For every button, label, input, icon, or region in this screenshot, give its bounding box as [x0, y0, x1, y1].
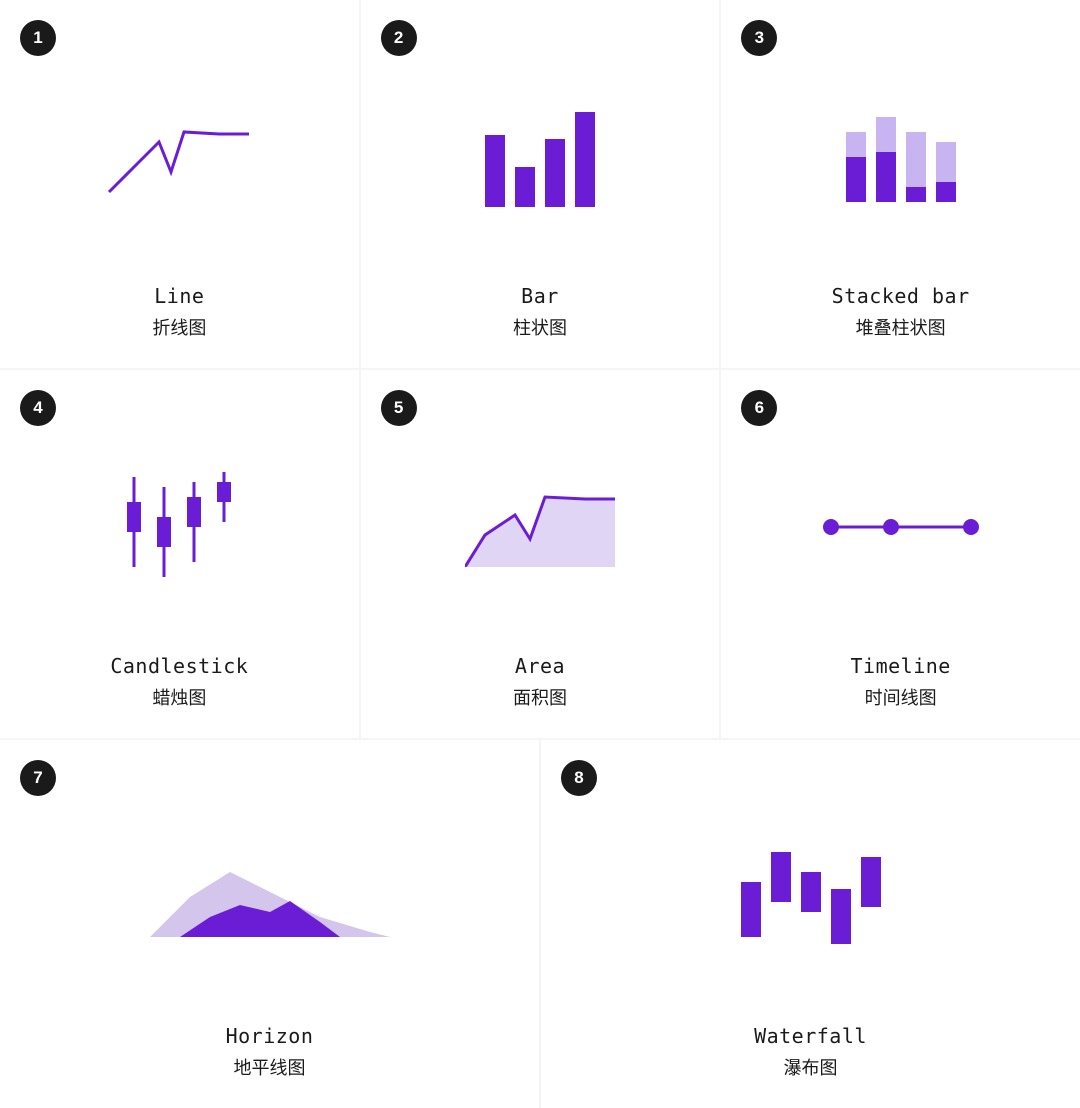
card-line[interactable]: 1 Line 折线图 [0, 0, 359, 368]
label-zh: 堆叠柱状图 [721, 314, 1080, 340]
label-zh: 时间线图 [721, 684, 1080, 710]
badge-number: 5 [381, 390, 417, 426]
label-zh: 折线图 [0, 314, 359, 340]
label-en: Timeline [721, 654, 1080, 678]
card-waterfall[interactable]: 8 Waterfall 瀑布图 [541, 740, 1080, 1108]
label-zh: 瀑布图 [541, 1054, 1080, 1080]
badge-number: 4 [20, 390, 56, 426]
chart-type-grid: 1 Line 折线图 2 Bar 柱状图 3 [0, 0, 1080, 1108]
grid-bottom: 7 Horizon 地平线图 8 Waterfall 瀑布图 [0, 740, 1080, 1108]
badge-number: 2 [381, 20, 417, 56]
card-horizon[interactable]: 7 Horizon 地平线图 [0, 740, 539, 1108]
label-en: Bar [361, 284, 720, 308]
badge-number: 8 [561, 760, 597, 796]
label-en: Line [0, 284, 359, 308]
card-timeline[interactable]: 6 Timeline 时间线图 [721, 370, 1080, 738]
label-zh: 蜡烛图 [0, 684, 359, 710]
card-bar[interactable]: 2 Bar 柱状图 [361, 0, 720, 368]
label-zh: 柱状图 [361, 314, 720, 340]
grid-top: 1 Line 折线图 2 Bar 柱状图 3 [0, 0, 1080, 738]
horizon-chart-icon [0, 740, 539, 1024]
label-en: Stacked bar [721, 284, 1080, 308]
badge-number: 1 [20, 20, 56, 56]
label-zh: 地平线图 [0, 1054, 539, 1080]
card-area[interactable]: 5 Area 面积图 [361, 370, 720, 738]
badge-number: 7 [20, 760, 56, 796]
label-en: Area [361, 654, 720, 678]
label-zh: 面积图 [361, 684, 720, 710]
label-en: Horizon [0, 1024, 539, 1048]
label-en: Waterfall [541, 1024, 1080, 1048]
card-candlestick[interactable]: 4 Candlestick 蜡烛图 [0, 370, 359, 738]
waterfall-chart-icon [541, 740, 1080, 1024]
label-en: Candlestick [0, 654, 359, 678]
card-stacked-bar[interactable]: 3 Stacked bar 堆叠柱状图 [721, 0, 1080, 368]
